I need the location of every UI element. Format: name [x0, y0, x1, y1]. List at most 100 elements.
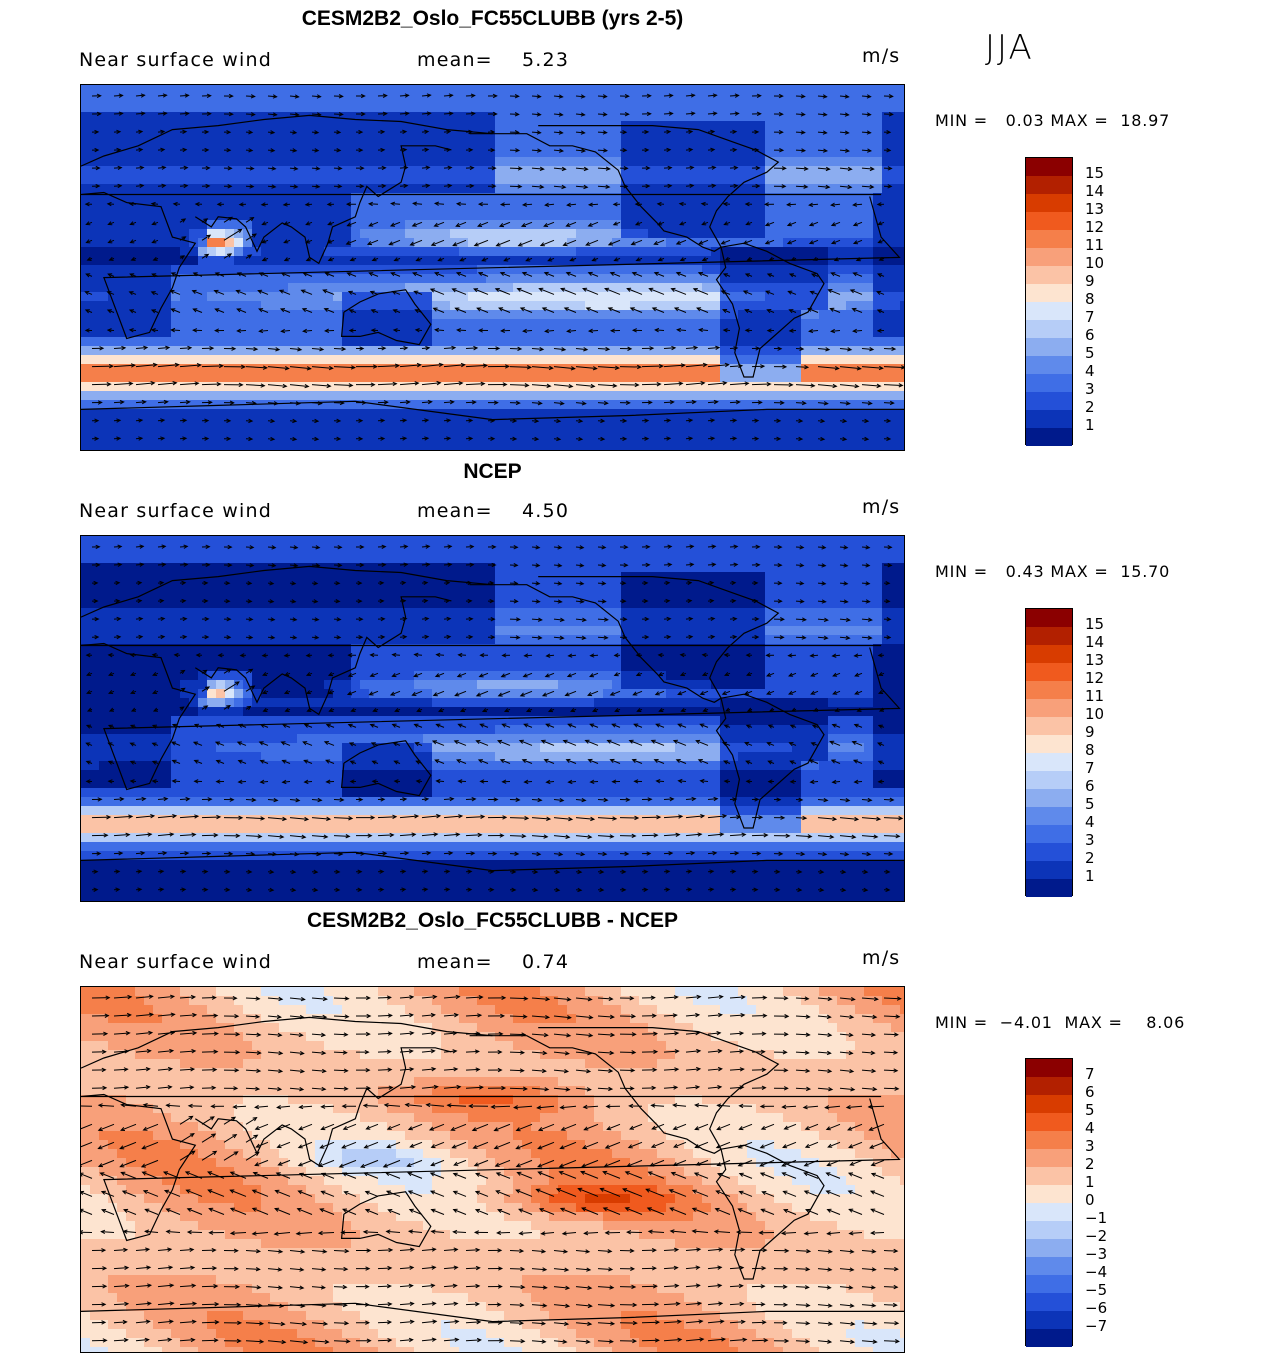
heatmap-cell — [522, 301, 532, 311]
wind-vector — [619, 436, 628, 442]
wind-vector — [509, 112, 520, 117]
wind-vector — [280, 328, 291, 334]
heatmap-cell — [288, 536, 298, 546]
heatmap-cell — [198, 310, 208, 320]
heatmap-cell — [873, 166, 883, 176]
heatmap-cell — [306, 554, 316, 564]
wind-vector — [883, 346, 897, 352]
mean-value: 5.23 — [522, 49, 570, 71]
heatmap-cell — [180, 319, 190, 329]
heatmap-cell — [486, 283, 496, 293]
heatmap-cell — [369, 545, 379, 555]
heatmap-cell — [567, 85, 577, 95]
heatmap-cell — [81, 373, 91, 383]
wind-vector — [487, 364, 510, 369]
heatmap-cell — [387, 391, 397, 401]
heatmap-cell — [270, 85, 280, 95]
wind-vector — [223, 129, 232, 135]
heatmap-cell — [432, 247, 442, 257]
heatmap-cell — [765, 130, 775, 140]
heatmap-cell — [450, 220, 460, 230]
heatmap-cell — [360, 184, 370, 194]
heatmap-cell — [279, 391, 289, 401]
heatmap-cell — [801, 211, 811, 221]
wind-vector — [433, 221, 445, 227]
heatmap-cell — [540, 193, 550, 203]
wind-vector — [795, 130, 806, 135]
heatmap-cell — [171, 157, 181, 167]
heatmap-cell — [738, 554, 748, 564]
heatmap-cell — [657, 184, 667, 194]
heatmap-cell — [198, 166, 208, 176]
heatmap-cell — [756, 103, 766, 113]
heatmap-cell — [477, 427, 487, 437]
heatmap-cell — [99, 436, 109, 446]
heatmap-cell — [333, 445, 343, 450]
wind-vector — [113, 381, 134, 386]
heatmap-cell — [639, 563, 649, 573]
heatmap-cell — [144, 310, 154, 320]
heatmap-cell — [900, 545, 904, 555]
wind-vector — [877, 273, 885, 278]
heatmap-cell — [576, 211, 586, 221]
heatmap-cell — [666, 436, 676, 446]
heatmap-cell — [216, 355, 226, 365]
heatmap-cell — [495, 427, 505, 437]
heatmap-cell — [684, 554, 694, 564]
heatmap-cell — [900, 211, 904, 221]
heatmap-cell — [342, 346, 352, 356]
heatmap-cell — [729, 373, 739, 383]
heatmap-cell — [702, 247, 712, 257]
wind-vector — [84, 291, 93, 296]
heatmap-cell — [702, 121, 712, 131]
heatmap-cell — [594, 536, 604, 546]
heatmap-cell — [306, 274, 316, 284]
heatmap-cell — [207, 382, 217, 392]
heatmap-cell — [432, 572, 442, 582]
heatmap-cell — [855, 292, 865, 302]
heatmap-cell — [288, 184, 298, 194]
heatmap-cell — [225, 175, 235, 185]
heatmap-cell — [630, 256, 640, 266]
wind-vector — [421, 362, 444, 368]
heatmap-cell — [639, 292, 649, 302]
heatmap-cell — [594, 184, 604, 194]
heatmap-cell — [396, 382, 406, 392]
heatmap-cell — [423, 193, 433, 203]
heatmap-cell — [189, 418, 199, 428]
heatmap-cell — [90, 364, 100, 374]
heatmap-cell — [693, 364, 703, 374]
heatmap-cell — [441, 427, 451, 437]
heatmap-cell — [351, 373, 361, 383]
heatmap-cell — [396, 427, 406, 437]
heatmap-cell — [378, 545, 388, 555]
heatmap-cell — [81, 355, 91, 365]
heatmap-cell — [621, 427, 631, 437]
heatmap-cell — [585, 418, 595, 428]
heatmap-cell — [891, 211, 901, 221]
heatmap-cell — [837, 364, 847, 374]
heatmap-cell — [648, 283, 658, 293]
heatmap-cell — [297, 545, 307, 555]
heatmap-cell — [558, 545, 568, 555]
heatmap-cell — [135, 445, 145, 450]
heatmap-cell — [441, 184, 451, 194]
heatmap-cell — [666, 563, 676, 573]
heatmap-cell — [81, 103, 91, 113]
heatmap-cell — [99, 391, 109, 401]
heatmap-cell — [711, 229, 721, 239]
heatmap-cell — [315, 130, 325, 140]
heatmap-cell — [207, 436, 217, 446]
wind-vector — [413, 290, 423, 295]
wind-vector — [201, 234, 212, 241]
heatmap-cell — [243, 554, 253, 564]
heatmap-cell — [324, 554, 334, 564]
heatmap-cell — [288, 238, 298, 248]
heatmap-cell — [81, 148, 91, 158]
heatmap-cell — [594, 274, 604, 284]
heatmap-cell — [315, 202, 325, 212]
heatmap-cell — [765, 427, 775, 437]
heatmap-cell — [630, 301, 640, 311]
heatmap-cell — [414, 382, 424, 392]
heatmap-cell — [900, 175, 904, 185]
